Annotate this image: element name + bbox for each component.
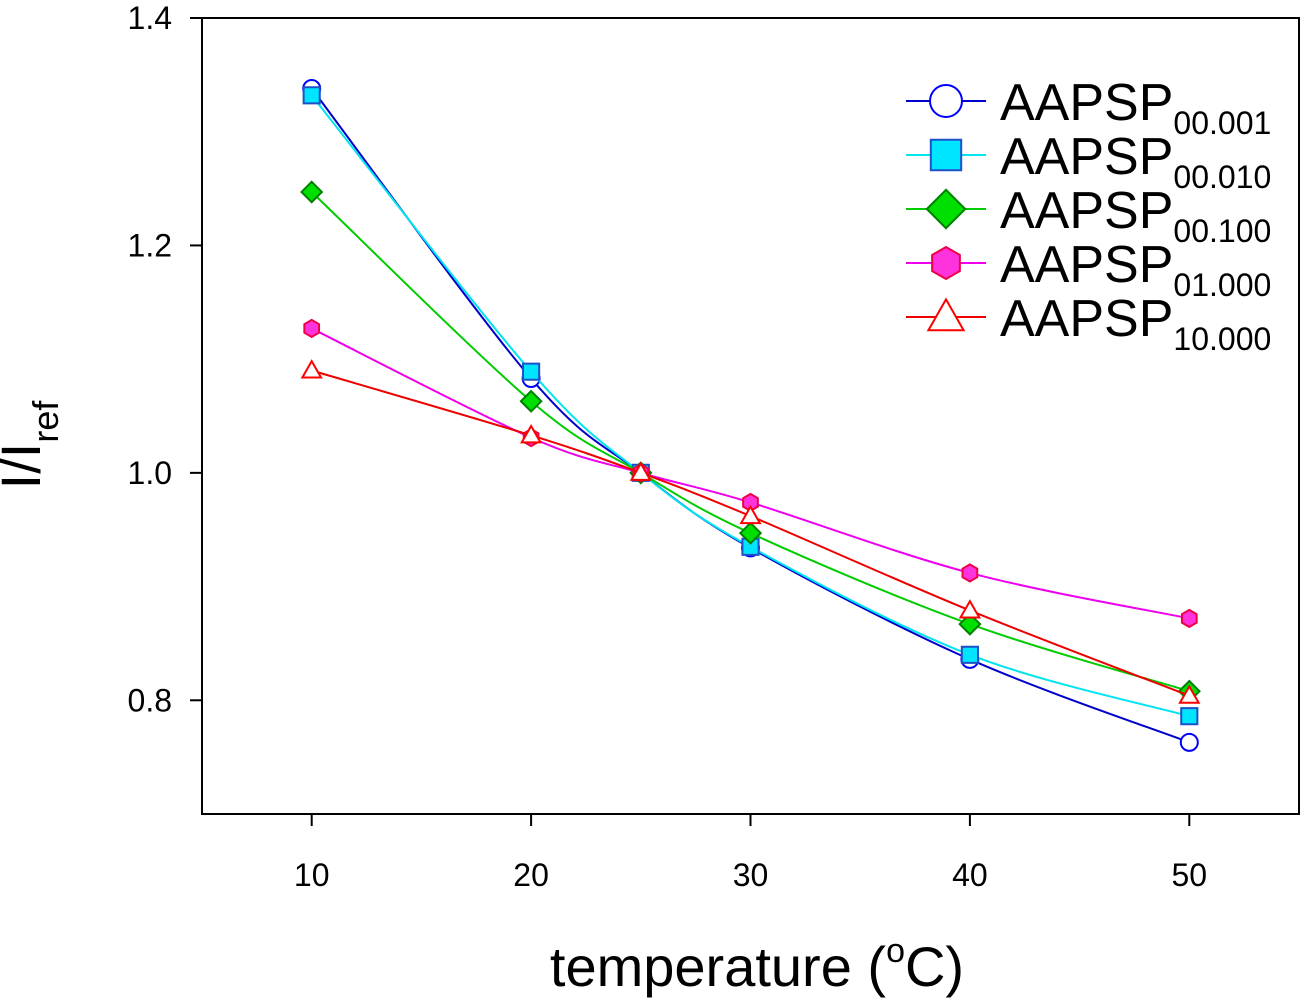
y-axis: 0.8 1.0 1.2 1.4 — [128, 0, 202, 718]
legend-item: AAPSP00.001 — [906, 74, 1271, 141]
legend-label-main: AAPSP — [1000, 182, 1173, 240]
legend-label: AAPSP00.001 — [1000, 74, 1271, 141]
data-point — [739, 504, 762, 525]
legend: AAPSP00.001AAPSP00.010AAPSP00.100AAPSP01… — [906, 74, 1271, 357]
y-axis-title-sub: ref — [25, 400, 66, 443]
x-axis-title-unit-open: ( — [852, 935, 887, 998]
data-point — [738, 521, 763, 545]
data-point — [522, 362, 541, 381]
legend-marker — [926, 297, 966, 332]
series-line — [311, 191, 1190, 693]
legend-label-sub: 01.000 — [1173, 267, 1271, 303]
data-point — [300, 359, 323, 379]
y-tick-label: 1.0 — [128, 455, 172, 491]
legend-item: AAPSP00.100 — [906, 182, 1271, 249]
x-tick-label: 50 — [1172, 857, 1208, 893]
data-point — [1178, 684, 1201, 704]
y-tick-label: 1.4 — [128, 0, 172, 36]
data-point — [300, 180, 324, 204]
legend-label-main: AAPSP — [1000, 74, 1173, 132]
x-axis-title-main: temperature — [550, 935, 852, 998]
x-tick-label: 20 — [513, 857, 549, 893]
data-point — [1180, 707, 1199, 726]
legend-marker — [931, 245, 961, 281]
legend-item: AAPSP10.000 — [906, 290, 1271, 357]
legend-label: AAPSP00.100 — [1000, 182, 1271, 249]
y-axis-title-main: I/I — [0, 443, 52, 490]
x-tick-label: 30 — [733, 857, 769, 893]
series-layer — [300, 79, 1201, 752]
legend-label-sub: 10.000 — [1173, 321, 1271, 357]
x-axis: 10 20 30 40 50 — [294, 814, 1207, 893]
x-tick-label: 40 — [952, 857, 988, 893]
x-axis-title: temperature (oC) — [550, 932, 964, 998]
data-point — [629, 461, 652, 481]
data-point — [961, 563, 979, 583]
data-point — [302, 86, 321, 105]
legend-marker — [929, 138, 963, 172]
series-line — [311, 369, 1190, 697]
data-point — [1179, 732, 1199, 752]
series-line — [310, 94, 1190, 718]
legend-item: AAPSP01.000 — [906, 236, 1271, 303]
y-tick-label: 0.8 — [128, 682, 172, 718]
legend-marker — [925, 188, 967, 230]
legend-label: AAPSP10.000 — [1000, 290, 1271, 357]
legend-marker — [929, 84, 963, 118]
x-tick-label: 10 — [294, 857, 330, 893]
series-10.000 — [300, 359, 1201, 704]
legend-label-sub: 00.001 — [1173, 105, 1271, 141]
legend-label: AAPSP00.010 — [1000, 128, 1271, 195]
y-tick-label: 1.2 — [128, 227, 172, 263]
legend-label-main: AAPSP — [1000, 128, 1173, 186]
x-axis-title-unit-rest: C) — [905, 935, 964, 998]
legend-label-sub: 00.100 — [1173, 213, 1271, 249]
legend-label-main: AAPSP — [1000, 236, 1173, 294]
data-point — [958, 612, 982, 636]
series-line — [311, 327, 1190, 620]
y-axis-title: I/Iref — [0, 400, 66, 490]
data-point — [1180, 608, 1198, 629]
series-01.000 — [303, 318, 1198, 629]
legend-item: AAPSP00.010 — [906, 128, 1271, 195]
data-point — [958, 599, 981, 619]
x-axis-title-unit-sup: o — [886, 932, 905, 970]
data-point — [520, 423, 543, 444]
data-point — [960, 645, 979, 664]
data-point — [519, 389, 543, 413]
series-00.010 — [302, 86, 1199, 726]
data-point — [303, 318, 321, 339]
legend-label-sub: 00.010 — [1173, 159, 1271, 195]
legend-label: AAPSP01.000 — [1000, 236, 1271, 303]
legend-label-main: AAPSP — [1000, 290, 1173, 348]
